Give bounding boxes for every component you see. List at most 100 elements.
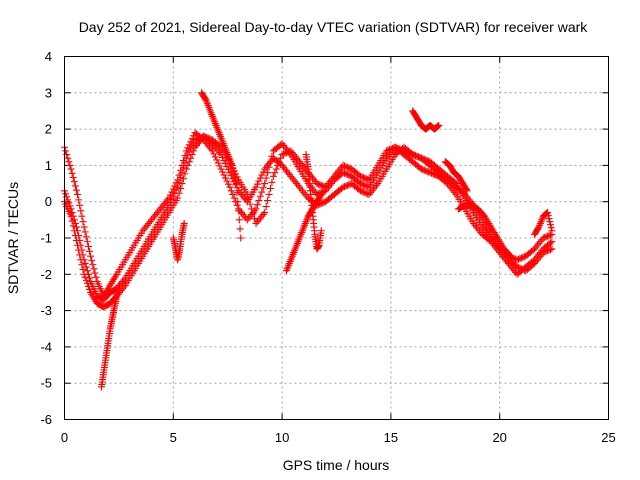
data-point — [406, 149, 414, 157]
data-point — [548, 227, 556, 235]
data-point — [529, 246, 537, 254]
data-point — [507, 252, 515, 260]
data-point — [284, 148, 292, 156]
data-point — [546, 218, 554, 226]
data-point — [69, 222, 77, 230]
data-point — [541, 233, 549, 241]
data-point — [545, 215, 553, 223]
data-point — [76, 251, 84, 259]
data-point — [358, 187, 366, 195]
data-point — [172, 186, 180, 194]
data-point — [68, 217, 76, 225]
data-point — [71, 232, 79, 240]
data-point — [343, 181, 351, 189]
data-point — [168, 188, 176, 196]
data-point — [182, 165, 190, 173]
x-tick-label: 0 — [61, 430, 68, 445]
series-track-8 — [409, 107, 443, 133]
data-point — [84, 282, 92, 290]
data-point — [319, 199, 327, 207]
data-point — [265, 190, 273, 198]
data-point — [544, 209, 552, 217]
data-point — [188, 135, 196, 143]
data-point — [430, 170, 438, 178]
data-point — [188, 142, 196, 150]
data-point — [262, 203, 270, 211]
data-point — [175, 171, 183, 179]
data-point — [442, 178, 450, 186]
data-point — [232, 180, 240, 188]
data-point — [361, 181, 369, 189]
series-track-12 — [441, 158, 471, 195]
data-point — [70, 178, 78, 186]
data-marks — [61, 89, 556, 391]
data-point — [545, 232, 553, 240]
data-point — [358, 173, 366, 181]
data-point — [342, 170, 350, 178]
data-point — [190, 147, 198, 155]
data-point — [345, 164, 353, 172]
data-point — [505, 251, 513, 259]
data-point — [230, 194, 238, 202]
data-point — [451, 178, 459, 186]
data-point — [81, 273, 89, 281]
data-point — [262, 174, 270, 182]
data-point — [258, 171, 266, 179]
data-point — [548, 238, 556, 246]
data-point — [316, 181, 324, 189]
data-point — [219, 168, 227, 176]
data-point — [362, 182, 370, 190]
data-point — [169, 185, 177, 193]
data-point — [319, 182, 327, 190]
data-point — [184, 161, 192, 169]
data-point — [261, 180, 269, 188]
data-point — [89, 261, 97, 269]
data-point — [516, 255, 524, 263]
data-point — [264, 196, 272, 204]
data-point — [177, 166, 185, 174]
data-point — [233, 201, 241, 209]
data-point — [77, 256, 85, 264]
data-point — [340, 183, 348, 191]
data-point — [364, 190, 372, 198]
data-point — [429, 170, 437, 178]
data-point — [208, 147, 216, 155]
data-point — [419, 166, 427, 174]
data-point — [227, 187, 235, 195]
data-point — [90, 265, 98, 273]
data-point — [168, 195, 176, 203]
data-point — [81, 259, 89, 267]
data-point — [71, 182, 79, 190]
data-point — [251, 215, 259, 223]
data-point — [201, 95, 209, 103]
data-point — [230, 170, 238, 178]
data-point — [268, 178, 276, 186]
data-point — [266, 184, 274, 192]
data-point — [342, 163, 350, 171]
data-point — [548, 245, 556, 253]
data-point — [179, 175, 187, 183]
data-point — [544, 232, 552, 240]
data-point — [271, 169, 279, 177]
data-point — [261, 209, 269, 217]
series-track-7 — [302, 151, 325, 253]
tick-labels: 0 5 10 15 20 25 -6 -5 -4 -3 -2 -1 0 1 2 3 4 — [40, 49, 615, 445]
data-point — [534, 224, 542, 232]
y-tick-label: -4 — [40, 339, 52, 354]
data-point — [70, 227, 78, 235]
data-point — [65, 158, 73, 166]
data-point — [277, 154, 285, 162]
plot-frame — [64, 56, 609, 420]
data-point — [281, 149, 289, 157]
data-point — [546, 245, 554, 253]
data-point — [223, 163, 231, 171]
grid-lines — [64, 56, 609, 420]
data-point — [384, 146, 392, 154]
data-point — [546, 239, 554, 247]
data-point — [92, 273, 100, 281]
data-point — [546, 221, 554, 229]
data-point — [220, 157, 228, 165]
data-point — [519, 253, 527, 261]
data-point — [401, 147, 409, 155]
data-point — [274, 161, 282, 169]
